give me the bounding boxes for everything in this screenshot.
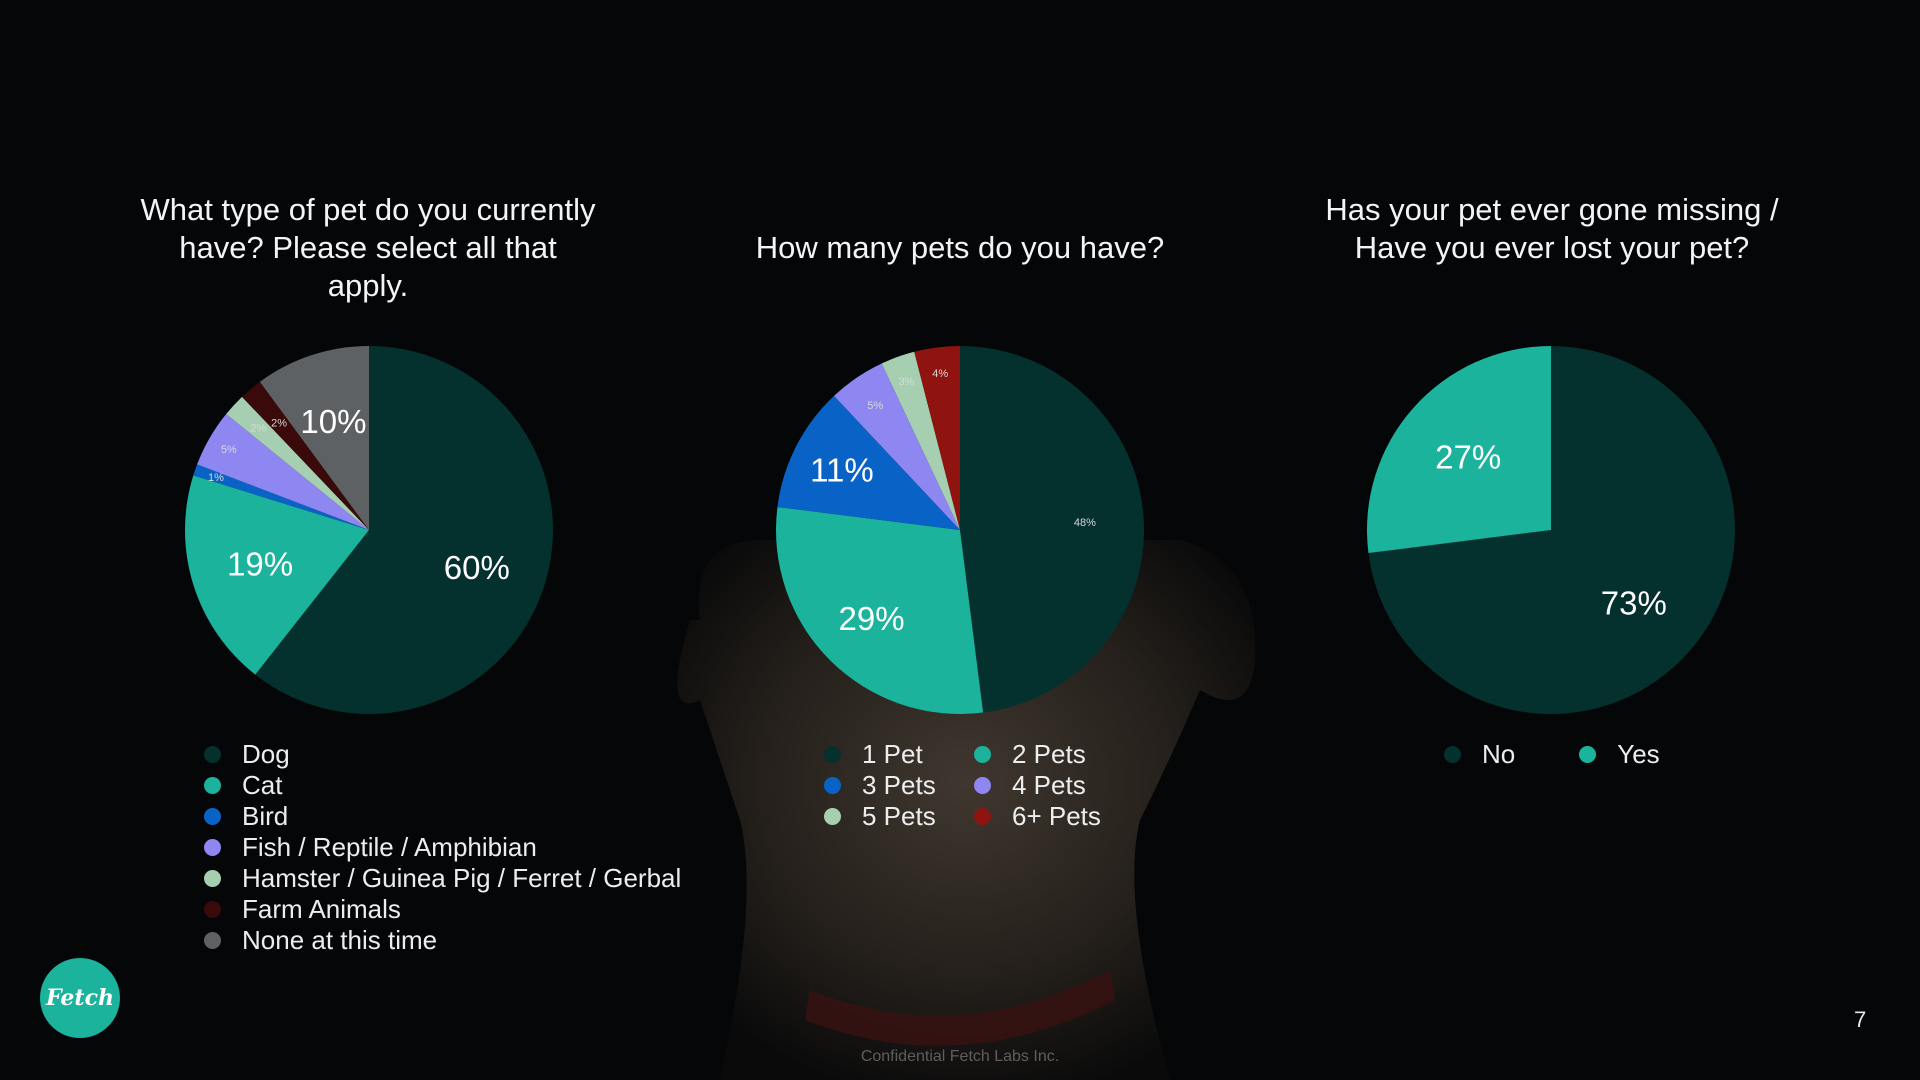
legend-item: Fish / Reptile / Amphibian xyxy=(204,832,681,863)
legend-swatch xyxy=(974,746,991,763)
legend-item: 2 Pets xyxy=(974,739,1124,770)
legend-label: No xyxy=(1482,739,1516,769)
legend-label: Fish / Reptile / Amphibian xyxy=(242,832,537,862)
legend-pet-type: Dog Cat Bird Fish / Reptile / Amphibian Hams… xyxy=(204,739,681,956)
legend-pet-count: 1 Pet 2 Pets 3 Pets 4 Pets 5 Pets 6+ Pets xyxy=(824,739,1124,832)
legend-swatch xyxy=(204,932,221,949)
legend-item: Bird xyxy=(204,801,681,832)
pie-label-0-2: 1% xyxy=(208,472,224,484)
fetch-logo-text: Fetch xyxy=(46,985,114,1011)
legend-swatch xyxy=(824,808,841,825)
pie-slice-1-3 xyxy=(834,363,960,530)
legend-swatch xyxy=(204,839,221,856)
legend-label: Cat xyxy=(242,770,283,800)
chart-title-pet-type: What type of pet do you currently have? … xyxy=(140,192,596,303)
legend-swatch xyxy=(824,777,841,794)
chart-title-lost-pet: Has your pet ever gone missing / Have yo… xyxy=(1325,192,1779,265)
pie-slice-0-6 xyxy=(259,346,369,530)
pie-label-1-1: 29% xyxy=(838,600,904,637)
legend-item: None at this time xyxy=(204,925,681,956)
legend-swatch xyxy=(204,777,221,794)
legend-label: None at this time xyxy=(242,925,438,955)
pie-label-0-1: 19% xyxy=(227,545,293,582)
legend-swatch xyxy=(204,901,221,918)
legend-item: Dog xyxy=(204,739,681,770)
legend-label: Yes xyxy=(1617,739,1660,769)
legend-item: Hamster / Guinea Pig / Ferret / Gerbal xyxy=(204,863,681,894)
pie-slice-1-1 xyxy=(776,506,984,714)
legend-item: 5 Pets xyxy=(824,801,974,832)
pie-label-0-6: 10% xyxy=(300,403,366,440)
legend-item: Yes xyxy=(1579,739,1660,770)
pie-label-1-0: 48% xyxy=(1074,517,1096,529)
legend-label: 5 Pets xyxy=(862,801,936,831)
pie-slice-0-2 xyxy=(193,464,369,530)
legend-swatch xyxy=(974,777,991,794)
legend-swatch xyxy=(204,746,221,763)
pie-label-2-0: 73% xyxy=(1601,585,1667,622)
legend-label: 2 Pets xyxy=(1012,739,1086,769)
legend-swatch xyxy=(1444,746,1461,763)
legend-label: Dog xyxy=(242,739,290,769)
pie-label-0-4: 2% xyxy=(250,422,266,434)
pie-slice-2-1 xyxy=(1367,346,1551,554)
pie-label-1-2: 11% xyxy=(810,451,874,488)
legend-label: 6+ Pets xyxy=(1012,801,1101,831)
pie-slice-0-5 xyxy=(242,381,369,530)
legend-lost-pet: No Yes xyxy=(1444,739,1660,770)
pie-slice-0-3 xyxy=(197,413,369,530)
legend-item: Farm Animals xyxy=(204,894,681,925)
legend-item: 3 Pets xyxy=(824,770,974,801)
dog-collar-shape xyxy=(805,970,1115,1046)
legend-item: 6+ Pets xyxy=(974,801,1124,832)
dog-head-shape xyxy=(677,540,1256,1080)
pie-slice-2-0 xyxy=(1368,346,1736,715)
pie-slice-0-0 xyxy=(255,346,553,714)
pie-slice-0-1 xyxy=(184,475,369,675)
chart-title-pet-count: How many pets do you have? xyxy=(755,230,1165,265)
pie-label-0-5: 2% xyxy=(271,418,287,430)
legend-label: Bird xyxy=(242,801,289,831)
pie-label-1-3: 5% xyxy=(867,400,883,412)
footer-confidential: Confidential Fetch Labs Inc. xyxy=(860,1048,1060,1065)
legend-item: Cat xyxy=(204,770,681,801)
page-number: 7 xyxy=(1854,1007,1867,1032)
pie-slice-1-4 xyxy=(881,351,960,530)
legend-swatch xyxy=(204,870,221,887)
legend-item: No xyxy=(1444,739,1515,770)
legend-label: 3 Pets xyxy=(862,770,936,800)
legend-swatch xyxy=(974,808,991,825)
legend-item: 1 Pet xyxy=(824,739,974,770)
legend-item: 4 Pets xyxy=(974,770,1124,801)
legend-label: 4 Pets xyxy=(1012,770,1086,800)
legend-label: 1 Pet xyxy=(862,739,923,769)
fetch-logo: Fetch xyxy=(40,958,120,1038)
pie-slice-0-4 xyxy=(226,396,369,530)
legend-label: Hamster / Guinea Pig / Ferret / Gerbal xyxy=(242,863,682,893)
legend-swatch xyxy=(824,746,841,763)
pie-label-0-3: 5% xyxy=(221,444,237,456)
legend-swatch xyxy=(1579,746,1597,763)
pie-slice-1-0 xyxy=(960,346,1145,713)
legend-swatch xyxy=(204,808,221,825)
pie-label-1-4: 3% xyxy=(898,376,914,388)
pie-label-1-5: 4% xyxy=(932,368,948,380)
pie-slice-1-2 xyxy=(777,395,960,530)
pie-label-0-0: 60% xyxy=(444,549,510,586)
pie-label-2-1: 27% xyxy=(1435,439,1501,476)
legend-label: Farm Animals xyxy=(242,894,401,924)
pie-slice-1-5 xyxy=(914,346,960,530)
